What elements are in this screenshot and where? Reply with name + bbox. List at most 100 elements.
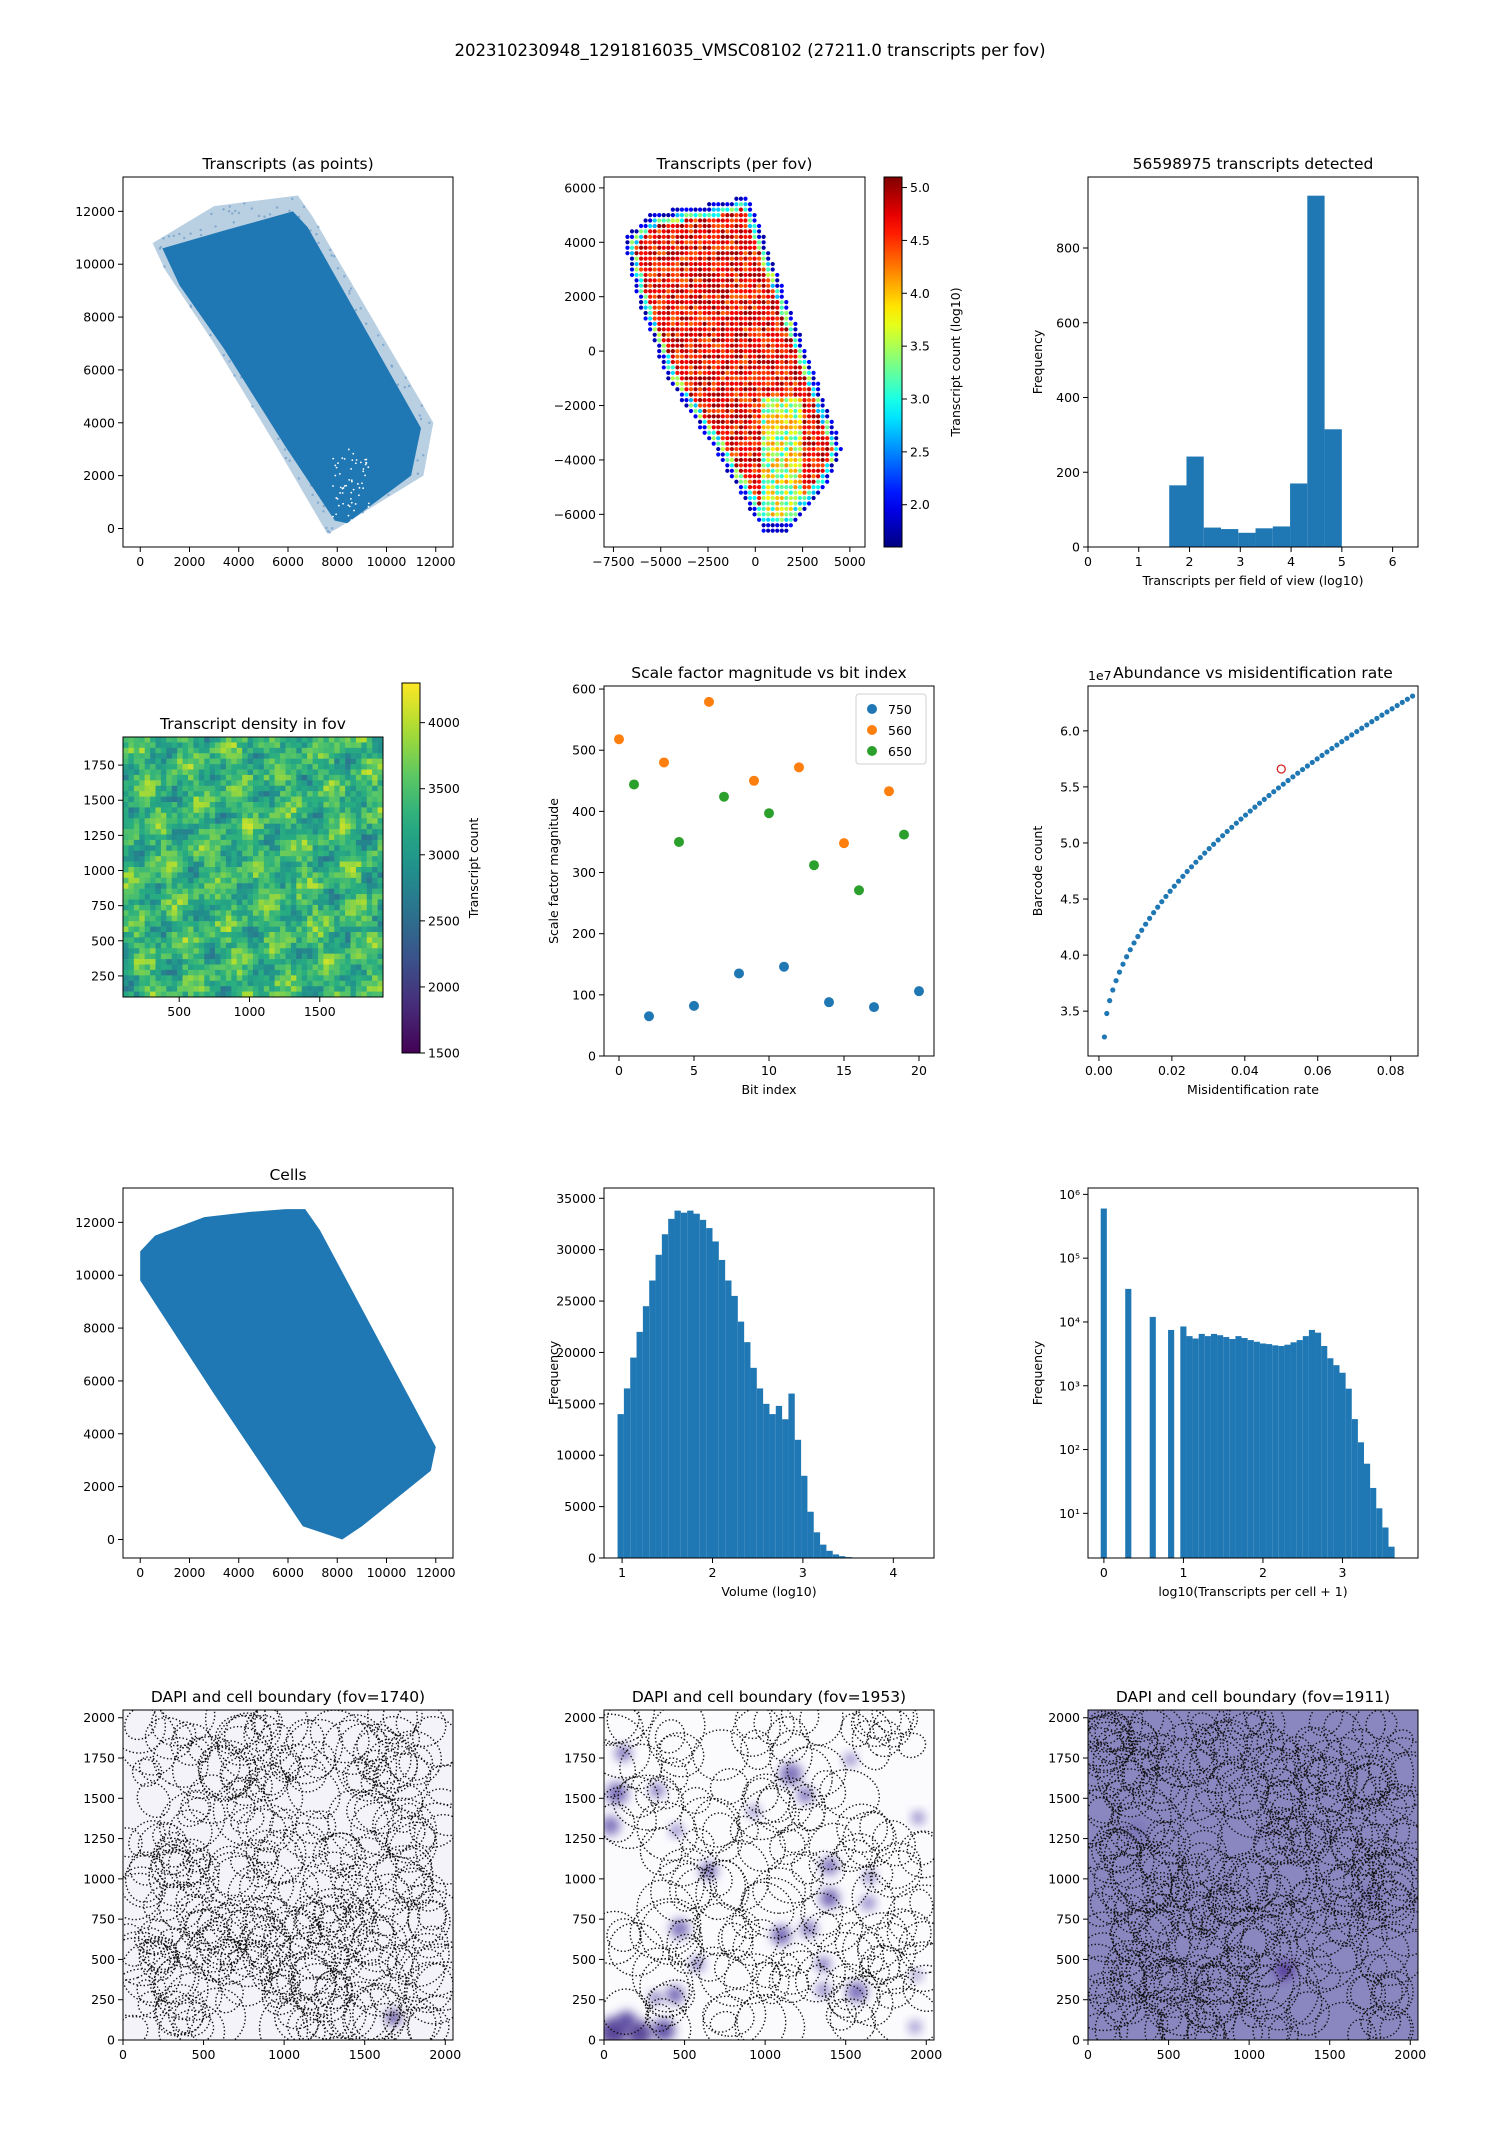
- fov-point: [734, 452, 739, 457]
- density-cell: [139, 964, 145, 971]
- density-cell: [296, 959, 303, 965]
- fov-point: [770, 370, 775, 375]
- density-cell: [144, 774, 151, 781]
- density-cell: [204, 850, 210, 857]
- gap-point: [353, 509, 355, 512]
- fov-point: [820, 463, 825, 468]
- density-cell: [253, 742, 259, 749]
- fov-point: [661, 245, 666, 250]
- fov-point: [788, 419, 793, 424]
- barcode-point: [1167, 888, 1173, 894]
- density-cell: [280, 975, 286, 982]
- cell-boundary: [660, 1757, 689, 1791]
- density-cell: [123, 948, 129, 954]
- fov-point: [661, 278, 666, 283]
- fov-point: [775, 528, 780, 533]
- y-tick-label: 600: [1056, 315, 1080, 330]
- density-cell: [366, 850, 373, 857]
- density-cell: [312, 850, 319, 857]
- transcript-point: [251, 405, 254, 408]
- transcript-point: [302, 205, 306, 209]
- density-cell: [328, 850, 335, 857]
- density-cell: [355, 785, 362, 792]
- fov-point: [747, 403, 753, 408]
- density-cell: [323, 991, 330, 997]
- fov-point: [652, 332, 657, 337]
- density-cell: [144, 980, 151, 987]
- density-cell: [301, 942, 308, 949]
- fov-point: [797, 512, 803, 517]
- density-cell: [312, 839, 319, 846]
- density-cell: [285, 888, 292, 895]
- fov-point: [729, 370, 734, 375]
- density-cell: [188, 904, 194, 911]
- density-cell: [366, 834, 373, 841]
- nucleus-blob: [615, 1745, 632, 1762]
- fov-point: [634, 256, 639, 261]
- fov-point: [652, 278, 657, 283]
- density-cell: [307, 986, 313, 992]
- density-cell: [182, 926, 189, 933]
- density-cell: [204, 872, 210, 879]
- fov-point: [788, 479, 793, 484]
- density-cell: [177, 980, 183, 987]
- fov-point: [688, 387, 694, 392]
- density-cell: [123, 845, 129, 852]
- density-cell: [296, 861, 303, 868]
- fov-point: [793, 463, 798, 468]
- density-cell: [377, 975, 383, 982]
- density-cell: [366, 742, 373, 749]
- density-cell: [269, 742, 275, 749]
- plot-area: [123, 1710, 453, 2040]
- cell-boundary: [244, 1924, 292, 1974]
- fov-point: [629, 240, 635, 245]
- density-cell: [150, 904, 156, 911]
- density-cell: [253, 758, 259, 765]
- density-cell: [263, 953, 270, 960]
- fov-point: [738, 408, 744, 414]
- density-cell: [366, 802, 373, 808]
- density-cell: [372, 953, 378, 960]
- fov-point: [784, 485, 789, 490]
- fov-point: [775, 283, 780, 288]
- legend-label: 560: [888, 723, 912, 738]
- density-cell: [225, 975, 232, 982]
- density-cell: [345, 964, 351, 971]
- density-cell: [236, 818, 243, 824]
- fov-point: [720, 229, 725, 234]
- cell-boundary: [123, 1968, 167, 2018]
- fov-point: [625, 240, 630, 245]
- density-cell: [155, 753, 162, 759]
- fov-point: [779, 452, 784, 457]
- density-cell: [225, 774, 232, 781]
- density-cell: [269, 861, 275, 868]
- density-cell: [280, 937, 286, 944]
- fov-point: [766, 294, 771, 299]
- density-cell: [366, 758, 373, 765]
- density-cell: [290, 850, 297, 857]
- fov-point: [675, 349, 680, 354]
- density-cell: [209, 969, 216, 976]
- nucleus-blob: [844, 1753, 857, 1767]
- fov-point: [770, 501, 775, 506]
- density-cell: [280, 953, 286, 960]
- fov-point: [634, 283, 639, 288]
- density-cell: [334, 910, 340, 917]
- fov-point: [752, 223, 757, 229]
- fov-point: [756, 256, 762, 261]
- nucleus-blob: [815, 1957, 831, 1972]
- fov-point: [766, 327, 771, 332]
- density-cell: [361, 791, 368, 797]
- fov-point: [716, 278, 721, 283]
- density-cell: [355, 834, 362, 841]
- fov-point: [697, 261, 703, 267]
- barcode-point: [1104, 1010, 1110, 1017]
- density-cell: [133, 926, 140, 933]
- fov-point: [697, 370, 703, 375]
- y-tick-label: 1750: [83, 1751, 115, 1766]
- density-cell: [280, 861, 286, 868]
- density-cell: [139, 742, 145, 749]
- density-cell: [155, 937, 162, 944]
- fov-point: [711, 441, 716, 446]
- density-cell: [182, 899, 189, 906]
